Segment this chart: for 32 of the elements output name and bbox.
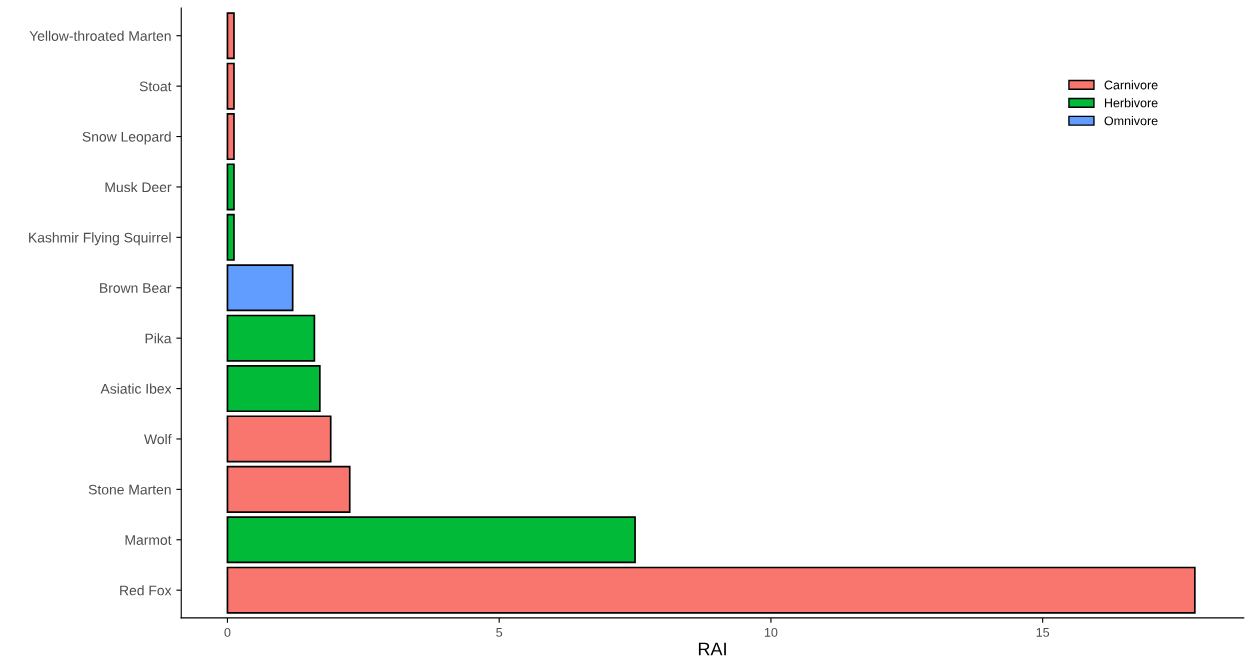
legend-label: Carnivore xyxy=(1104,80,1158,90)
y-tick-label: Stoat xyxy=(139,81,172,92)
bar xyxy=(226,314,316,362)
bar xyxy=(226,62,235,110)
y-tick-label: Snow Leopard xyxy=(82,131,171,145)
bar xyxy=(226,113,235,161)
bar xyxy=(226,566,1196,614)
bar xyxy=(226,12,235,60)
y-tick-label: Wolf xyxy=(144,433,172,445)
legend-label: Herbivore xyxy=(1104,98,1158,108)
x-axis-title: RAI xyxy=(698,642,726,656)
bar xyxy=(226,163,235,211)
x-tick-label: 5 xyxy=(496,628,503,637)
bar xyxy=(226,516,636,564)
bar xyxy=(226,264,294,312)
bar xyxy=(226,415,332,463)
y-tick-label: Yellow-throated Marten xyxy=(29,30,171,41)
y-tick-label: Brown Bear xyxy=(100,283,172,293)
legend-label: Omnivore xyxy=(1104,116,1158,126)
x-tick-label: 0 xyxy=(224,627,231,637)
y-tick-label: Marmot xyxy=(125,535,172,545)
y-tick-label: Red Fox xyxy=(120,585,172,596)
y-tick-label: Asiatic Ibex xyxy=(100,383,172,394)
y-tick-label: Pika xyxy=(145,333,172,344)
x-tick-label: 10 xyxy=(764,627,778,637)
y-tick-label: Kashmir Flying Squirrel xyxy=(29,232,171,246)
bar xyxy=(226,213,235,261)
bar xyxy=(226,365,321,413)
x-tick-label: 15 xyxy=(1036,628,1050,637)
bar xyxy=(226,465,351,513)
y-tick-label: Stone Marten xyxy=(88,484,171,495)
y-tick-label: Musk Deer xyxy=(105,181,172,193)
